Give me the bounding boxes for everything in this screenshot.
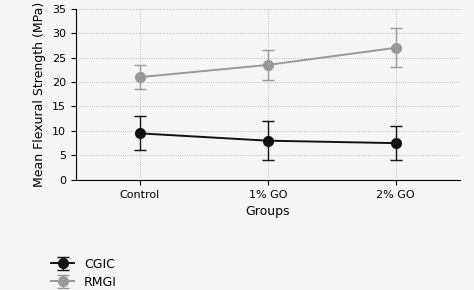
Y-axis label: Mean Flexural Strength (MPa): Mean Flexural Strength (MPa) <box>34 2 46 187</box>
Legend: CGIC, RMGI: CGIC, RMGI <box>51 258 117 289</box>
X-axis label: Groups: Groups <box>246 205 290 218</box>
